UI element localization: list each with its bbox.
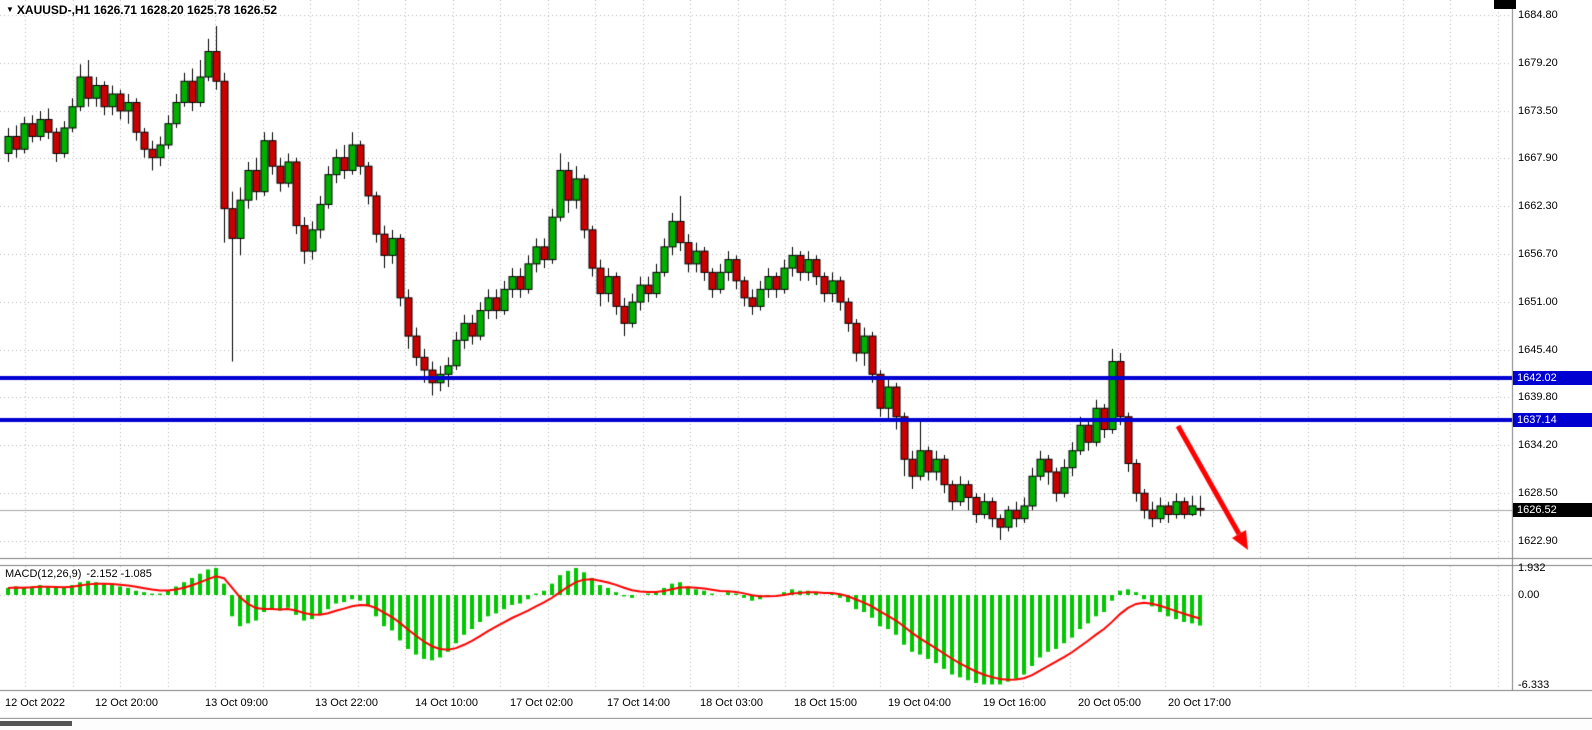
price-axis-label: 1628.50 [1518, 487, 1558, 499]
time-axis-label: 18 Oct 15:00 [794, 697, 857, 709]
time-axis-label: 19 Oct 16:00 [983, 697, 1046, 709]
scrollbar-thumb[interactable] [0, 721, 72, 726]
price-axis-label: 1639.80 [1518, 391, 1558, 404]
symbol-info: ▼ XAUUSD-,H1 1626.71 1628.20 1625.78 162… [6, 3, 277, 17]
indicator-label: MACD(12,26,9) -2.152 -1.085 [5, 568, 157, 580]
time-axis-label: 12 Oct 20:00 [95, 697, 158, 709]
time-axis-label: 19 Oct 04:00 [888, 697, 951, 709]
price-axis-label: 1656.70 [1518, 248, 1558, 260]
price-axis-label: 1679.20 [1518, 56, 1558, 69]
price-axis-label: 1634.20 [1518, 439, 1558, 452]
price-axis-label: 1673.50 [1518, 104, 1558, 117]
time-axis-label: 17 Oct 02:00 [510, 697, 573, 709]
macd-axis-label: -6.333 [1518, 678, 1550, 691]
macd-axis-label: 1.932 [1518, 561, 1546, 574]
time-axis-label: 20 Oct 05:00 [1078, 697, 1141, 709]
price-axis-label: 1622.90 [1518, 534, 1558, 547]
time-axis-label: 13 Oct 22:00 [315, 697, 378, 709]
indicator-values: -2.152 -1.085 [86, 568, 152, 580]
time-axis-label: 14 Oct 10:00 [415, 697, 478, 709]
horizontal-scrollbar[interactable] [0, 719, 1592, 730]
price-axis-label: 1645.40 [1518, 343, 1558, 356]
current-price-tag: 1626.52 [1513, 503, 1592, 518]
price-axis-label: 1684.80 [1518, 9, 1558, 21]
time-axis-label: 18 Oct 03:00 [700, 697, 763, 709]
chart-shift-marker[interactable] [1494, 0, 1516, 9]
hline2-price-tag[interactable]: 1637.14 [1513, 412, 1592, 427]
price-axis-label: 1667.90 [1518, 152, 1558, 165]
time-axis-label: 17 Oct 14:00 [607, 697, 670, 709]
indicator-name: MACD(12,26,9) [5, 568, 82, 580]
time-axis-label: 13 Oct 09:00 [205, 697, 268, 709]
hline1-price-tag[interactable]: 1642.02 [1513, 371, 1592, 386]
symbol-dropdown-icon[interactable]: ▼ [6, 5, 14, 14]
time-axis-label: 12 Oct 2022 [5, 697, 65, 709]
symbol-ohlc-text: XAUUSD-,H1 1626.71 1628.20 1625.78 1626.… [16, 3, 278, 17]
time-axis-label: 20 Oct 17:00 [1168, 697, 1231, 709]
price-axis-label: 1651.00 [1518, 295, 1558, 308]
price-axis-label: 1662.30 [1518, 200, 1558, 213]
macd-axis-label: 0.00 [1518, 589, 1540, 601]
